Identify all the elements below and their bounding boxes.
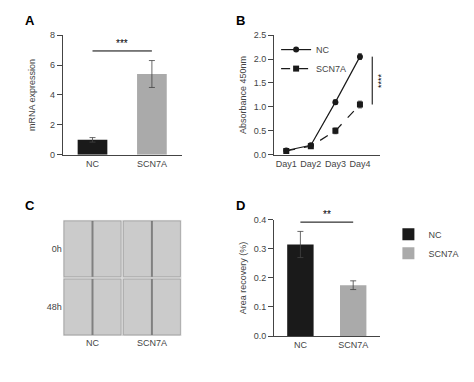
svg-text:****: ****	[376, 74, 386, 89]
svg-text:1.0: 1.0	[254, 102, 267, 112]
svg-text:0.1: 0.1	[254, 302, 267, 312]
svg-text:Day3: Day3	[325, 159, 346, 169]
svg-text:0h: 0h	[52, 244, 62, 254]
svg-text:NC: NC	[294, 340, 307, 350]
svg-text:0.0: 0.0	[254, 150, 267, 160]
svg-text:B: B	[236, 13, 245, 28]
svg-text:8: 8	[50, 30, 55, 40]
svg-text:SCN7A: SCN7A	[316, 64, 346, 74]
svg-text:2.0: 2.0	[254, 54, 267, 64]
svg-text:NC: NC	[428, 230, 441, 240]
svg-text:D: D	[236, 198, 245, 213]
svg-text:SCN7A: SCN7A	[137, 338, 167, 348]
svg-text:48h: 48h	[47, 302, 62, 312]
svg-text:0.0: 0.0	[254, 331, 267, 341]
svg-text:Day2: Day2	[300, 159, 321, 169]
svg-text:SCN7A: SCN7A	[428, 249, 458, 259]
svg-text:***: ***	[116, 38, 128, 49]
svg-text:2.5: 2.5	[254, 30, 267, 40]
svg-text:2: 2	[50, 120, 55, 130]
svg-text:C: C	[25, 198, 35, 213]
svg-text:A: A	[25, 13, 35, 28]
svg-text:0.4: 0.4	[254, 215, 267, 225]
svg-text:**: **	[323, 209, 331, 220]
svg-text:SCN7A: SCN7A	[338, 340, 368, 350]
svg-text:mRNA expression: mRNA expression	[27, 59, 37, 131]
svg-text:0: 0	[50, 150, 55, 160]
svg-text:Area recovery (%): Area recovery (%)	[238, 242, 248, 315]
svg-text:NC: NC	[86, 338, 99, 348]
svg-text:Day4: Day4	[349, 159, 370, 169]
svg-text:6: 6	[50, 60, 55, 70]
svg-text:Day1: Day1	[276, 159, 297, 169]
svg-text:SCN7A: SCN7A	[137, 159, 167, 169]
svg-text:Absorbance 450nm: Absorbance 450nm	[238, 56, 248, 134]
svg-text:0.2: 0.2	[254, 273, 267, 283]
svg-text:NC: NC	[316, 45, 329, 55]
svg-text:NC: NC	[86, 159, 99, 169]
svg-text:4: 4	[50, 90, 55, 100]
svg-text:0.5: 0.5	[254, 126, 267, 136]
svg-text:1.5: 1.5	[254, 78, 267, 88]
svg-text:0.3: 0.3	[254, 244, 267, 254]
